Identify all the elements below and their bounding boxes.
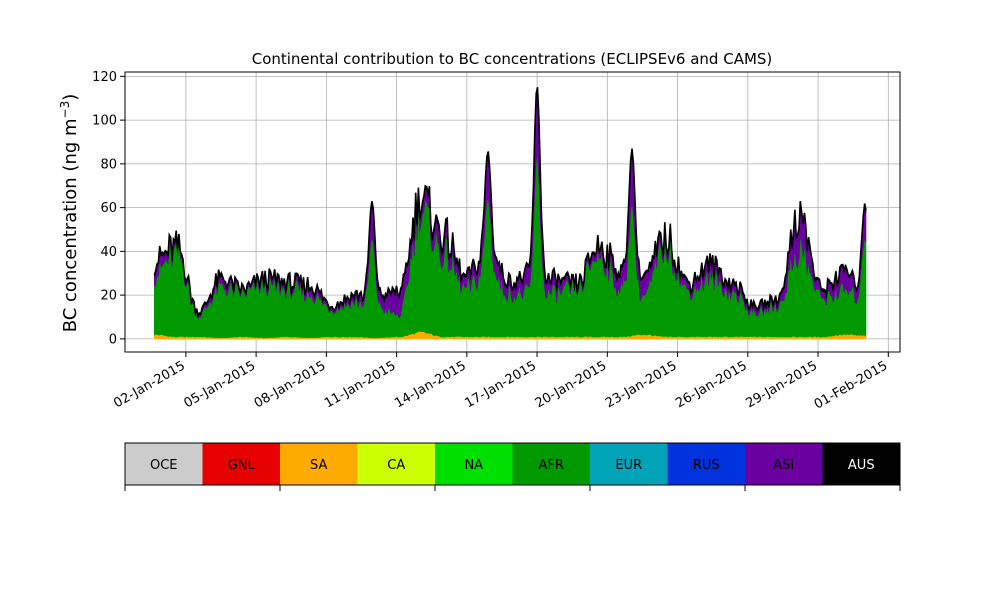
legend-label-na: NA — [464, 458, 483, 473]
plot-frame — [124, 71, 901, 353]
legend-frame — [124, 442, 901, 486]
chart-title: Continental contribution to BC concentra… — [252, 50, 773, 68]
legend-swatch-gnl — [202, 443, 281, 485]
x-tick-label: 14-Jan-2015 — [392, 358, 469, 411]
x-tick-label: 23-Jan-2015 — [603, 358, 680, 411]
x-tick-label: 05-Jan-2015 — [182, 358, 259, 411]
legend-label-oce: OCE — [150, 458, 178, 473]
x-tick-label: 11-Jan-2015 — [322, 358, 399, 411]
total-outline — [153, 87, 867, 319]
x-tick-label: 29-Jan-2015 — [743, 358, 820, 411]
legend-swatch-na — [435, 443, 513, 485]
y-axis-label-close: ) — [60, 94, 81, 101]
legend-swatch-asi — [745, 443, 823, 485]
y-tick-label: 100 — [92, 114, 117, 129]
y-axis-label: BC concentration (ng m−3) — [58, 94, 81, 333]
y-axis-label-main: BC concentration (ng m — [60, 118, 81, 332]
legend-label-aus: AUS — [848, 458, 875, 473]
y-tick-label: 0 — [109, 332, 117, 347]
x-axis: 02-Jan-201505-Jan-201508-Jan-201511-Jan-… — [111, 352, 890, 412]
y-axis-label-exponent: −3 — [58, 101, 72, 119]
x-tick-label: 08-Jan-2015 — [252, 358, 329, 411]
x-tick-label: 02-Jan-2015 — [111, 358, 188, 411]
legend-swatch-rus — [667, 443, 746, 485]
legend-swatch-afr — [512, 443, 591, 485]
x-tick-label: 26-Jan-2015 — [673, 358, 750, 411]
legend-label-eur: EUR — [615, 458, 642, 473]
y-tick-label: 20 — [100, 289, 117, 304]
legend-swatch-oce — [125, 443, 203, 485]
legend-label-afr: AFR — [539, 458, 564, 473]
x-tick-label: 01-Feb-2015 — [812, 358, 891, 412]
legend-swatch-sa — [280, 443, 358, 485]
y-tick-label: 40 — [100, 245, 117, 260]
stacked-areas — [153, 87, 867, 340]
legend-label-sa: SA — [310, 458, 327, 473]
legend-swatch-aus — [822, 443, 901, 485]
region-colorbar-legend: OCE GNL SA CA NA AFR EUR RUS ASI AUS — [124, 442, 901, 491]
legend-label-ca: CA — [387, 458, 405, 473]
x-tick-label: 17-Jan-2015 — [462, 358, 539, 411]
y-tick-label: 120 — [92, 70, 117, 85]
area-series-asi — [154, 92, 867, 321]
x-tick-label: 20-Jan-2015 — [533, 358, 610, 411]
legend-label-gnl: GNL — [228, 458, 256, 473]
plot-area — [124, 71, 901, 353]
legend-swatch-eur — [590, 443, 668, 485]
legend-swatch-ca — [357, 443, 436, 485]
y-axis: 0 20 40 60 80 100 120 — [92, 70, 125, 347]
y-tick-label: 80 — [100, 157, 117, 172]
legend-label-asi: ASI — [773, 458, 794, 473]
legend-label-rus: RUS — [693, 458, 720, 473]
y-tick-label: 60 — [100, 201, 117, 216]
